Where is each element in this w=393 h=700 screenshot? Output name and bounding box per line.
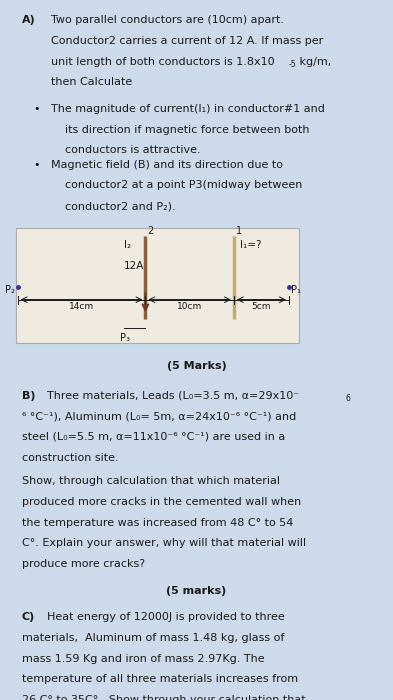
Text: produced more cracks in the cemented wall when: produced more cracks in the cemented wal… bbox=[22, 497, 301, 507]
Text: •: • bbox=[33, 104, 40, 114]
Text: 12A: 12A bbox=[124, 261, 144, 271]
Text: -5: -5 bbox=[289, 60, 296, 69]
Text: P₂: P₂ bbox=[5, 285, 15, 295]
Text: I₁=?: I₁=? bbox=[240, 240, 261, 250]
Text: steel (L₀=5.5 m, α=11x10⁻⁶ °C⁻¹) are used in a: steel (L₀=5.5 m, α=11x10⁻⁶ °C⁻¹) are use… bbox=[22, 432, 285, 442]
Text: 2: 2 bbox=[147, 226, 154, 236]
Text: C): C) bbox=[22, 612, 35, 622]
Text: construction site.: construction site. bbox=[22, 452, 118, 463]
Text: P₃: P₃ bbox=[120, 332, 130, 342]
Text: Heat energy of 12000J is provided to three: Heat energy of 12000J is provided to thr… bbox=[47, 612, 285, 622]
Text: ⁶ °C⁻¹), Aluminum (L₀= 5m, α=24x10⁻⁶ °C⁻¹) and: ⁶ °C⁻¹), Aluminum (L₀= 5m, α=24x10⁻⁶ °C⁻… bbox=[22, 411, 296, 421]
Text: Magnetic field (B) and its direction due to: Magnetic field (B) and its direction due… bbox=[51, 160, 283, 169]
Text: 26 C° to 35C° . Show through your calculation that: 26 C° to 35C° . Show through your calcul… bbox=[22, 695, 305, 700]
Text: produce more cracks?: produce more cracks? bbox=[22, 559, 145, 569]
Text: (5 Marks): (5 Marks) bbox=[167, 361, 226, 371]
Text: I₂: I₂ bbox=[124, 240, 131, 250]
Text: temperature of all three materials increases from: temperature of all three materials incre… bbox=[22, 674, 298, 684]
Text: then Calculate: then Calculate bbox=[51, 77, 132, 88]
Text: conductor2 at a point P3(midway between: conductor2 at a point P3(midway between bbox=[65, 181, 302, 190]
Text: B): B) bbox=[22, 391, 35, 400]
Text: mass 1.59 Kg and iron of mass 2.97Kg. The: mass 1.59 Kg and iron of mass 2.97Kg. Th… bbox=[22, 654, 264, 664]
Text: The magnitude of current(I₁) in conductor#1 and: The magnitude of current(I₁) in conducto… bbox=[51, 104, 325, 114]
Text: (5 marks): (5 marks) bbox=[166, 586, 227, 596]
Text: conductors is attractive.: conductors is attractive. bbox=[65, 145, 200, 155]
Text: kg/m,: kg/m, bbox=[296, 57, 331, 66]
Text: unit length of both conductors is 1.8x10: unit length of both conductors is 1.8x10 bbox=[51, 57, 275, 66]
Text: 1: 1 bbox=[236, 226, 242, 236]
Text: A): A) bbox=[22, 15, 35, 25]
Text: conductor2 and P₂).: conductor2 and P₂). bbox=[65, 201, 175, 211]
Text: its direction if magnetic force between both: its direction if magnetic force between … bbox=[65, 125, 309, 134]
Text: 14cm: 14cm bbox=[69, 302, 94, 311]
Text: Show, through calculation that which material: Show, through calculation that which mat… bbox=[22, 477, 279, 486]
Bar bbox=[16, 228, 299, 343]
Text: Conductor2 carries a current of 12 A. If mass per: Conductor2 carries a current of 12 A. If… bbox=[51, 36, 323, 46]
Text: C°. Explain your answer, why will that material will: C°. Explain your answer, why will that m… bbox=[22, 538, 306, 548]
Text: Three materials, Leads (L₀=3.5 m, α=29x10⁻: Three materials, Leads (L₀=3.5 m, α=29x1… bbox=[47, 391, 299, 400]
Text: materials,  Aluminum of mass 1.48 kg, glass of: materials, Aluminum of mass 1.48 kg, gla… bbox=[22, 633, 284, 643]
Text: 6: 6 bbox=[346, 394, 351, 403]
Text: 10cm: 10cm bbox=[177, 302, 202, 311]
Text: 5cm: 5cm bbox=[252, 302, 271, 311]
Text: the temperature was increased from 48 C° to 54: the temperature was increased from 48 C°… bbox=[22, 518, 293, 528]
Text: Two parallel conductors are (10cm) apart.: Two parallel conductors are (10cm) apart… bbox=[51, 15, 284, 25]
Text: P₁: P₁ bbox=[291, 285, 301, 295]
Text: •: • bbox=[33, 160, 40, 169]
